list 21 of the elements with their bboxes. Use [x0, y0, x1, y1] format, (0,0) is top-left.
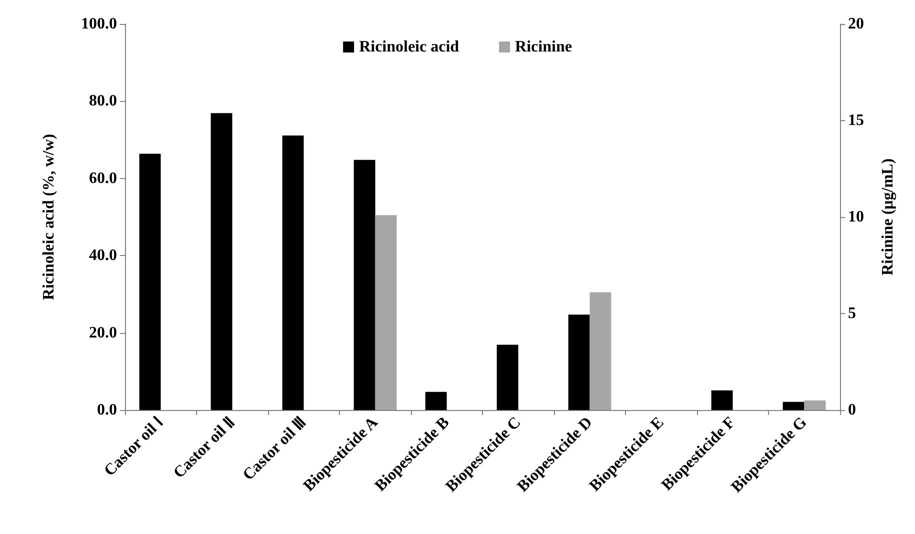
legend-label: Ricinine — [515, 38, 572, 56]
y-tick-label: 100.0 — [81, 16, 117, 32]
bar — [139, 154, 161, 410]
legend-label: Ricinoleic acid — [359, 38, 460, 56]
y-tick-label: 60.0 — [89, 170, 117, 187]
y2-axis-title: Ricinine (μg/mL) — [880, 158, 896, 276]
y-tick-label: 0.0 — [97, 402, 117, 418]
bar — [711, 390, 733, 410]
y2-tick-label: 0 — [848, 402, 856, 418]
y2-tick-label: 15 — [848, 112, 864, 129]
y-axis-title: Ricinoleic acid (%, w/w) — [40, 134, 58, 300]
bar — [210, 113, 232, 410]
bar — [282, 136, 304, 410]
bar — [425, 392, 447, 410]
y-tick-label: 40.0 — [89, 247, 117, 264]
y-tick-label: 20.0 — [89, 324, 117, 342]
y2-tick-label: 20 — [848, 16, 864, 32]
bar — [496, 344, 518, 410]
y2-tick-label: 5 — [848, 305, 856, 322]
y-tick-label: 80.0 — [89, 92, 117, 110]
y2-tick-label: 10 — [848, 208, 864, 226]
